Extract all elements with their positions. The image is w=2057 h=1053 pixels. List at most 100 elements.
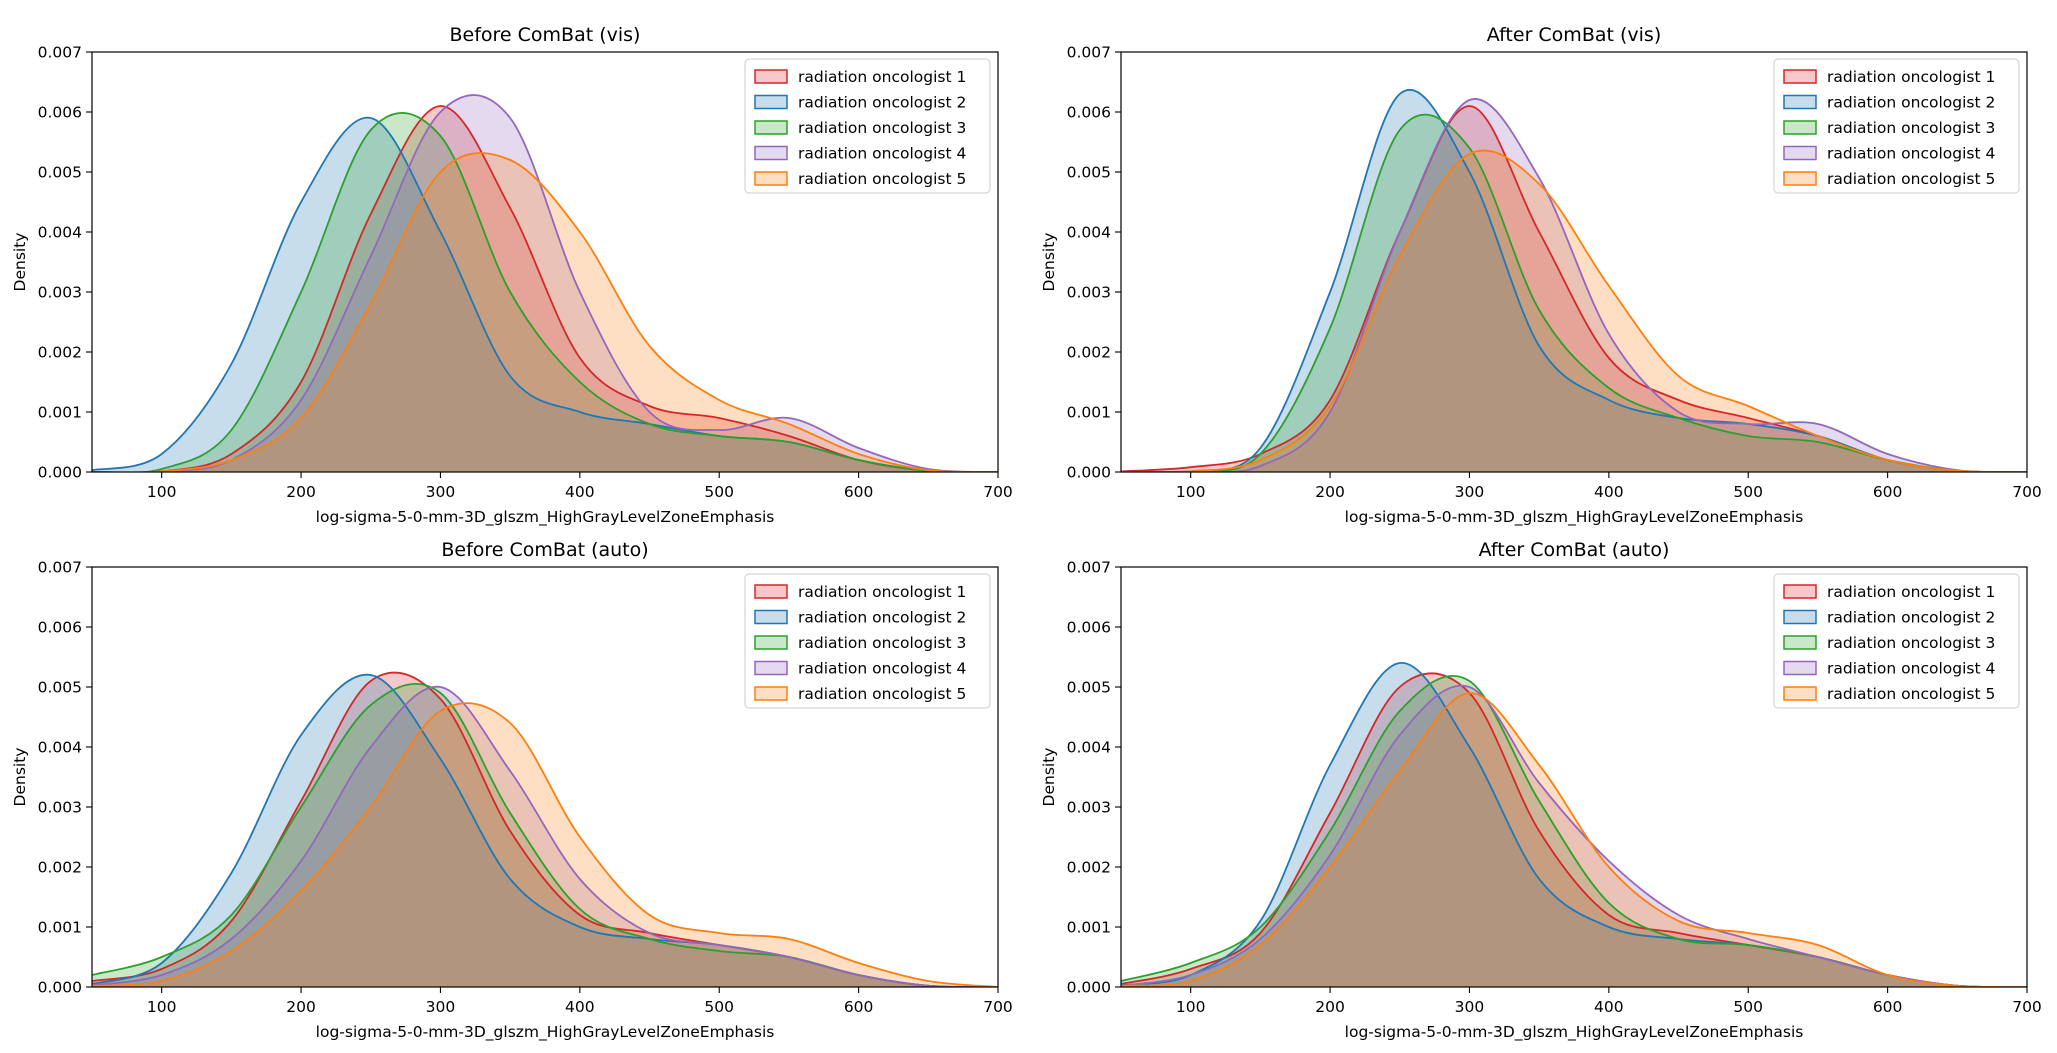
y-tick-label: 0.003: [1067, 284, 1111, 302]
y-axis-label: Density: [1040, 748, 1058, 807]
series-line-oncologist-1: [92, 105, 998, 472]
legend-swatch-oncologist-2: [754, 94, 788, 110]
y-tick-label: 0.002: [1067, 859, 1111, 877]
legend: radiation oncologist 1 radiation oncologi…: [1773, 573, 2020, 709]
legend: radiation oncologist 1 radiation oncologi…: [744, 58, 991, 194]
series-area-oncologist-4: [1121, 98, 2027, 472]
legend-swatch-oncologist-5: [1783, 686, 1817, 701]
series-area-oncologist-1: [92, 105, 998, 472]
x-tick-label: 100: [147, 998, 177, 1016]
y-tick-label: 0.006: [38, 104, 82, 122]
y-tick-label: 0.002: [1067, 344, 1111, 362]
axes-frame: [91, 51, 999, 473]
y-tick-label: 0.000: [1067, 464, 1111, 482]
legend-swatch-oncologist-1: [1783, 69, 1817, 84]
legend-label-oncologist-1: radiation oncologist 1: [1827, 583, 1995, 601]
series-lines: [92, 94, 998, 472]
x-tick-label: 300: [426, 483, 456, 501]
series-line-oncologist-3: [92, 112, 998, 472]
series-line-oncologist-4: [1121, 684, 2027, 987]
x-tick-label: 400: [565, 998, 595, 1016]
x-tick-label: 200: [1315, 483, 1345, 501]
x-tick-label: 300: [426, 998, 456, 1016]
legend-swatch-oncologist-3: [754, 120, 788, 135]
axes-frame: [1120, 566, 2028, 988]
y-tick-label: 0.004: [38, 739, 82, 757]
y-tick-label: 0.001: [1067, 919, 1111, 937]
x-tick-label: 400: [1594, 483, 1624, 501]
series-area-oncologist-3: [92, 683, 998, 987]
legend-swatch-oncologist-3: [1783, 635, 1817, 650]
series-area-oncologist-5: [92, 703, 998, 987]
x-tick-label: 400: [1594, 998, 1624, 1016]
chart-title: Before ComBat (vis): [450, 24, 641, 46]
x-tick-label: 200: [1315, 998, 1345, 1016]
series-fills: [1121, 662, 2027, 987]
y-tick-label: 0.000: [38, 979, 82, 997]
legend: radiation oncologist 1 radiation oncologi…: [744, 573, 991, 709]
series-area-oncologist-1: [1121, 106, 2027, 472]
y-tick-label: 0.007: [38, 559, 82, 577]
series-fills: [92, 672, 998, 987]
series-lines: [1121, 89, 2027, 472]
legend-label-oncologist-4: radiation oncologist 4: [798, 145, 966, 163]
x-tick-label: 600: [844, 483, 874, 501]
y-tick-label: 0.007: [1067, 44, 1111, 62]
y-tick-label: 0.004: [1067, 739, 1111, 757]
legend-label-oncologist-2: radiation oncologist 2: [798, 94, 966, 112]
x-tick-label: 600: [1873, 998, 1903, 1016]
legend-swatch-oncologist-2: [1783, 609, 1817, 625]
series-area-oncologist-5: [1121, 150, 2027, 472]
series-line-oncologist-4: [92, 685, 998, 987]
series-area-oncologist-1: [1121, 673, 2027, 987]
chart-panel-3: 100 200 300 400 500 600 700 0.000 0.001 0.002 0.00…: [11, 539, 1013, 1042]
legend-box: [1773, 58, 2020, 194]
legend-label-oncologist-2: radiation oncologist 2: [1827, 609, 1995, 627]
series-line-oncologist-5: [1121, 692, 2027, 987]
legend-swatch-oncologist-3: [1783, 120, 1817, 135]
x-axis-label: log-sigma-5-0-mm-3D_glszm_HighGrayLevelZ…: [316, 508, 775, 527]
series-area-oncologist-2: [92, 674, 998, 987]
legend-label-oncologist-3: radiation oncologist 3: [1827, 634, 1995, 652]
legend-label-oncologist-5: radiation oncologist 5: [1827, 685, 1995, 703]
legend-label-oncologist-4: radiation oncologist 4: [1827, 145, 1995, 163]
y-tick-label: 0.005: [38, 679, 82, 697]
chart-title: Before ComBat (auto): [441, 539, 648, 561]
x-tick-label: 200: [286, 483, 316, 501]
series-area-oncologist-2: [92, 117, 998, 472]
chart-title: After ComBat (vis): [1487, 24, 1661, 46]
series-area-oncologist-5: [1121, 692, 2027, 987]
y-tick-label: 0.004: [1067, 224, 1111, 242]
x-tick-label: 500: [1733, 483, 1763, 501]
x-tick-label: 400: [565, 483, 595, 501]
x-tick-label: 600: [1873, 483, 1903, 501]
chart-panel-2: 100 200 300 400 500 600 700 0.000 0.001 0.002 0.00…: [1040, 24, 2042, 527]
legend-box: [1773, 573, 2020, 709]
series-area-oncologist-4: [92, 95, 998, 472]
y-tick-label: 0.002: [38, 859, 82, 877]
legend-swatch-oncologist-1: [754, 584, 788, 599]
series-fills: [92, 95, 998, 472]
y-axis-label: Density: [1040, 233, 1058, 292]
series-line-oncologist-3: [1121, 113, 2027, 472]
x-tick-label: 700: [2012, 483, 2042, 501]
legend-label-oncologist-1: radiation oncologist 1: [1827, 68, 1995, 86]
x-tick-label: 300: [1455, 483, 1485, 501]
y-tick-label: 0.005: [1067, 679, 1111, 697]
y-tick-label: 0.003: [38, 799, 82, 817]
y-tick-label: 0.005: [1067, 164, 1111, 182]
x-tick-label: 500: [704, 483, 734, 501]
series-lines: [92, 671, 998, 987]
legend-label-oncologist-2: radiation oncologist 2: [798, 609, 966, 627]
x-tick-label: 100: [147, 483, 177, 501]
series-area-oncologist-3: [92, 113, 998, 472]
x-tick-label: 700: [983, 998, 1013, 1016]
axes-frame: [91, 566, 999, 988]
y-tick-label: 0.001: [38, 919, 82, 937]
legend: radiation oncologist 1 radiation oncologi…: [1773, 58, 2020, 194]
series-area-oncologist-5: [92, 152, 998, 472]
series-line-oncologist-4: [92, 94, 998, 472]
series-area-oncologist-2: [1121, 662, 2027, 987]
y-tick-label: 0.002: [38, 344, 82, 362]
